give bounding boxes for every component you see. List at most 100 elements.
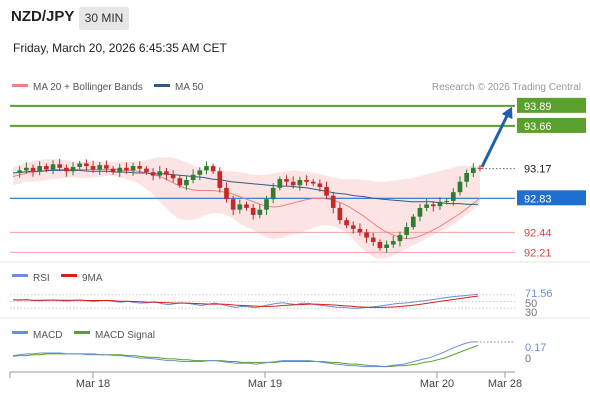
ma50-legend-label: MA 50 (175, 82, 204, 93)
time-tick-label: Mar 20 (420, 378, 454, 390)
candle-body (44, 166, 49, 170)
level-tag-93.89 (517, 97, 586, 113)
candle (304, 175, 309, 186)
candle (90, 160, 96, 173)
candle-body (64, 167, 69, 172)
candle (350, 221, 356, 234)
candle (404, 222, 409, 239)
candle (204, 161, 209, 175)
candle (184, 175, 189, 190)
candle (257, 204, 263, 219)
candle (477, 165, 483, 172)
candle (384, 240, 389, 253)
level-label-93.17: 93.17 (524, 164, 552, 176)
candle (470, 163, 476, 178)
forecast-arrow-head (501, 106, 513, 120)
candle-body (244, 204, 249, 208)
candle (264, 195, 269, 216)
candle-body (70, 166, 76, 172)
candle (157, 165, 163, 179)
candle-body (124, 167, 129, 171)
candle (97, 161, 103, 175)
level-label-93.66: 93.66 (524, 121, 552, 133)
macd-panel: MACD MACD Signal 0.170 (12, 330, 546, 368)
candle-body (50, 164, 56, 170)
candle-body (470, 167, 476, 174)
rsi-ma-legend-label: 9MA (82, 273, 103, 284)
candle (430, 201, 436, 212)
candle (370, 232, 376, 246)
rsi-legend-swatch (12, 274, 28, 277)
candle-body (404, 227, 409, 235)
timeframe-badge[interactable]: 30 MIN (79, 7, 129, 30)
candle-body (324, 186, 329, 196)
candle-body (30, 167, 36, 172)
candle (244, 201, 249, 211)
candle-body (344, 220, 349, 226)
candle (397, 231, 403, 247)
macd-value-label: 0.17 (525, 342, 546, 354)
candle-body (370, 237, 376, 242)
candle-body (57, 164, 63, 168)
candle (284, 175, 289, 187)
candle (330, 192, 336, 214)
macd-zero-label: 0 (525, 353, 531, 365)
level-tag-92.83 (517, 190, 586, 206)
candle (217, 167, 223, 193)
candle (357, 223, 363, 236)
candle (337, 203, 343, 225)
candle (210, 163, 216, 174)
candle-body (284, 179, 289, 182)
candle (30, 164, 36, 177)
level-label-92.44: 92.44 (524, 227, 552, 239)
candle-body (24, 167, 29, 171)
candle (417, 203, 423, 222)
candle (84, 159, 89, 171)
rsi-ma-line (13, 295, 479, 308)
candle-body (297, 180, 303, 186)
candle-body (270, 187, 276, 200)
price-panel: 93.89 93.66 93.17 92.83 92.44 92.21 (0, 97, 590, 319)
candle (124, 162, 129, 174)
candle-body (430, 204, 436, 207)
time-tick-label: Mar 19 (248, 378, 282, 390)
candle (390, 235, 396, 248)
candle-body (97, 165, 103, 170)
chart-datetime: Friday, March 20, 2026 6:45:35 AM CET (13, 41, 227, 55)
candle (437, 197, 443, 211)
candle-body (397, 234, 403, 242)
candle-body (197, 170, 203, 175)
candle (44, 163, 49, 173)
candle (70, 162, 76, 176)
candle (110, 166, 116, 175)
candle (297, 176, 303, 191)
candle-body (437, 201, 443, 207)
candle (450, 188, 456, 206)
candle-body (37, 166, 43, 172)
candle (104, 160, 109, 173)
candle-body (210, 166, 216, 172)
candle (24, 162, 29, 174)
ma50-legend-swatch (154, 84, 170, 87)
candle (50, 160, 56, 175)
candle-body (217, 171, 223, 188)
candle (17, 166, 23, 178)
candle (130, 162, 136, 176)
candle (117, 163, 123, 177)
macd-line (12, 341, 478, 368)
candle-body (230, 199, 236, 210)
candle (237, 199, 243, 214)
candle-body (237, 204, 243, 210)
rsi-value-label: 71.56 (525, 288, 553, 300)
macd-legend-swatch (12, 331, 28, 334)
candle-body (144, 168, 149, 173)
level-label-93.89: 93.89 (524, 101, 552, 113)
candle-body (417, 207, 423, 217)
candle (77, 160, 83, 170)
candle-body (184, 180, 189, 186)
macd-signal-legend-swatch (74, 331, 90, 334)
candle (224, 182, 229, 203)
candle (324, 181, 329, 200)
